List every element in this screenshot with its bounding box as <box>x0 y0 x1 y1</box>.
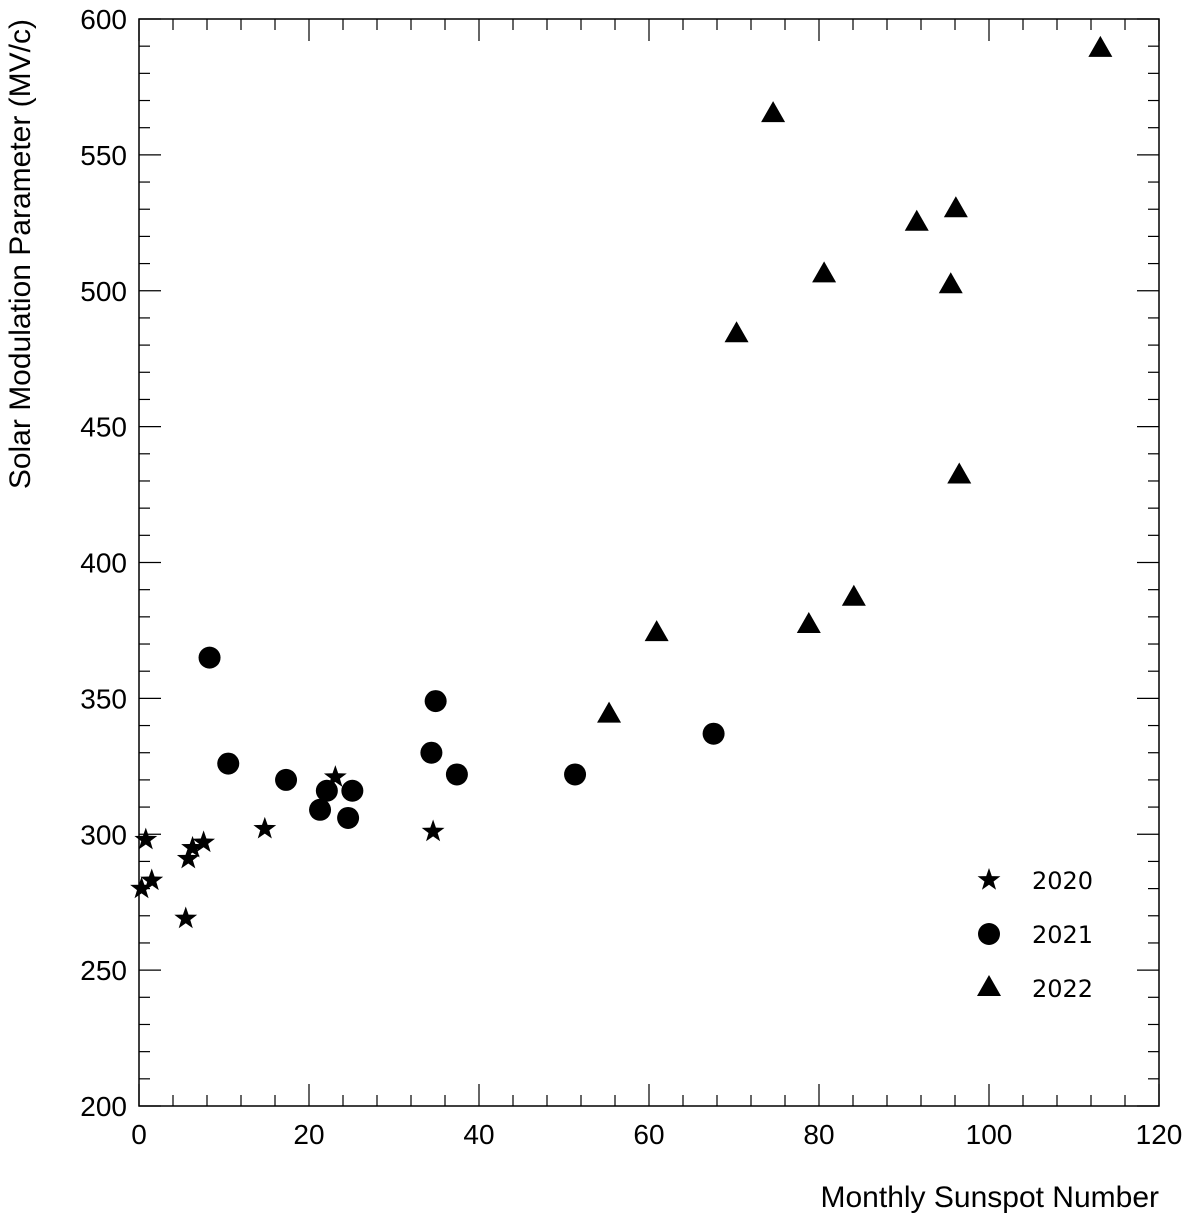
x-tick-labels: 0 20 40 60 80 100 120 <box>131 1119 1182 1150</box>
point-2020-star <box>140 868 164 891</box>
point-2021-circle <box>424 690 447 713</box>
legend: 2020 2021 2022 <box>977 867 1093 1003</box>
point-2022-triangle <box>597 701 622 723</box>
point-2022-triangle <box>904 209 929 231</box>
point-2021-circle <box>341 779 364 802</box>
point-2021-circle <box>420 741 443 764</box>
legend-label-2021: 2021 <box>1032 921 1093 949</box>
legend-marker-2022 <box>977 974 1001 996</box>
y-tick-label: 500 <box>80 276 127 307</box>
point-2022-triangle <box>1088 35 1113 57</box>
x-tick-label: 120 <box>1136 1119 1183 1150</box>
point-2020-star <box>134 827 158 850</box>
point-2022-triangle <box>812 261 837 283</box>
point-2022-triangle <box>938 272 963 294</box>
y-tick-label: 450 <box>80 412 127 443</box>
point-2020-star <box>421 819 445 842</box>
point-2021-circle <box>337 806 360 829</box>
point-2022-triangle <box>761 101 786 123</box>
y-tick-label: 300 <box>80 819 127 850</box>
y-tick-labels: 200 250 300 350 400 450 500 550 600 <box>80 4 127 1122</box>
point-2022-triangle <box>841 584 866 606</box>
y-axis-title: Solar Modulation Parameter (MV/c) <box>4 19 37 489</box>
point-2020-star <box>192 830 216 853</box>
data-points <box>130 35 1113 929</box>
y-tick-label: 250 <box>80 955 127 986</box>
y-tick-label: 550 <box>80 140 127 171</box>
legend-label-2020: 2020 <box>1032 867 1093 895</box>
plot-frame <box>138 18 1160 1107</box>
point-2020-star <box>176 846 200 869</box>
point-2022-triangle <box>796 611 821 633</box>
point-2022-triangle <box>943 196 968 218</box>
point-2020-star <box>323 765 347 787</box>
axis-ticks <box>138 18 1160 1107</box>
point-2020-star <box>130 876 153 899</box>
x-tick-label: 20 <box>293 1119 324 1150</box>
x-axis-title: Monthly Sunspot Number <box>821 1181 1160 1214</box>
point-2022-triangle <box>724 321 749 343</box>
point-2021-circle <box>309 798 332 821</box>
point-2022-triangle <box>644 620 669 642</box>
point-2020-star <box>181 835 204 858</box>
point-2021-circle <box>564 763 587 786</box>
y-tick-label: 600 <box>80 4 127 35</box>
legend-marker-2021 <box>978 923 1000 945</box>
x-tick-label: 40 <box>463 1119 494 1150</box>
x-tick-label: 60 <box>633 1119 664 1150</box>
point-2020-star <box>174 906 198 929</box>
y-tick-label: 400 <box>80 548 127 579</box>
legend-label-2022: 2022 <box>1032 975 1093 1003</box>
x-tick-label: 80 <box>803 1119 834 1150</box>
point-2021-circle <box>702 722 725 745</box>
y-tick-label: 200 <box>80 1091 127 1122</box>
point-2021-circle <box>275 768 298 791</box>
x-tick-label: 100 <box>966 1119 1013 1150</box>
point-2022-triangle <box>947 462 972 484</box>
point-2021-circle <box>198 646 221 669</box>
x-tick-label: 0 <box>131 1119 147 1150</box>
point-2021-circle <box>315 779 338 802</box>
point-2021-circle <box>217 752 240 775</box>
legend-marker-2020 <box>977 868 1001 890</box>
point-2020-star <box>253 816 277 839</box>
point-2021-circle <box>445 763 468 786</box>
y-tick-label: 350 <box>80 683 127 714</box>
